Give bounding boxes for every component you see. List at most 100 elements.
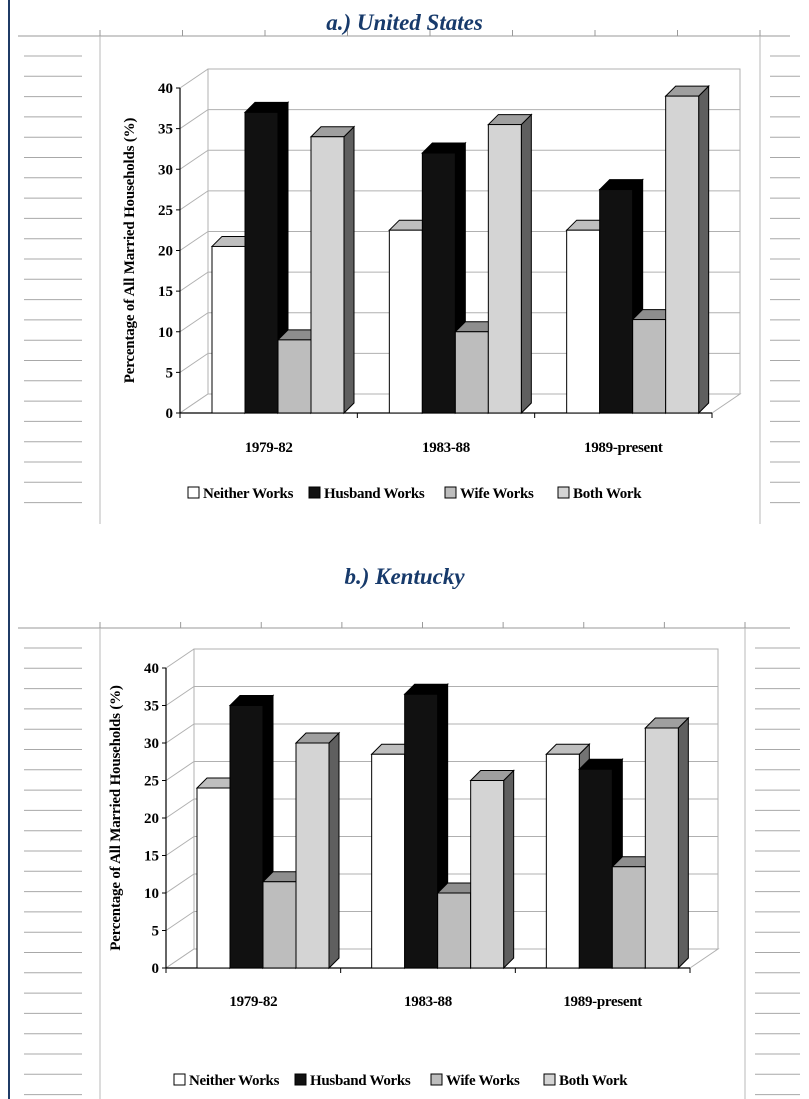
bar-front bbox=[487, 124, 522, 414]
grid-diagonal bbox=[179, 271, 209, 292]
bar bbox=[421, 141, 467, 415]
legend-item: Husband Works bbox=[308, 486, 425, 502]
grid-diagonal bbox=[179, 190, 209, 211]
legend-label: Husband Works bbox=[310, 1073, 411, 1089]
chart-panel-0: 0 5 10 15 20 25 30 35 40 1979-82 1983-88 1989-prese… bbox=[18, 30, 800, 524]
bar bbox=[644, 716, 690, 970]
grid-diagonal bbox=[165, 911, 195, 931]
y-tick-label: 20 bbox=[144, 811, 159, 827]
legend-label: Both Work bbox=[559, 1073, 628, 1089]
legend-label: Wife Works bbox=[460, 486, 534, 502]
bar bbox=[403, 683, 449, 970]
grid-diagonal bbox=[179, 149, 209, 170]
grid-diagonal bbox=[165, 873, 195, 894]
grid-diagonal bbox=[179, 231, 209, 251]
bar-front bbox=[545, 753, 580, 969]
bar-side bbox=[343, 125, 355, 415]
x-category-label: 1983-88 bbox=[422, 440, 470, 456]
bar-front bbox=[632, 319, 667, 414]
legend-item: Wife Works bbox=[430, 1073, 520, 1089]
bar-side bbox=[677, 716, 689, 970]
grid-diagonal bbox=[179, 352, 209, 373]
bar-front bbox=[470, 780, 505, 969]
bar-front bbox=[665, 95, 700, 414]
y-axis-label: Percentage of All Married Households (%) bbox=[122, 118, 138, 384]
bar-side bbox=[698, 84, 710, 415]
bar-front bbox=[404, 693, 439, 969]
chart-title-us: a.) United States bbox=[326, 10, 483, 35]
y-tick-label: 35 bbox=[158, 122, 173, 138]
legend-label: Neither Works bbox=[189, 1073, 280, 1089]
legend-swatch bbox=[308, 486, 321, 499]
bar-front bbox=[454, 331, 489, 414]
grid-diagonal bbox=[165, 761, 195, 781]
grid-diagonal bbox=[165, 723, 195, 744]
y-tick-label: 30 bbox=[158, 162, 173, 178]
bar-front bbox=[611, 866, 646, 969]
grid-diagonal bbox=[165, 836, 195, 856]
bar-front bbox=[229, 705, 264, 969]
x-category-label: 1983-88 bbox=[404, 994, 452, 1010]
x-category-label: 1989-present bbox=[563, 994, 642, 1010]
y-tick-label: 0 bbox=[152, 961, 160, 977]
bar-front bbox=[295, 742, 330, 969]
bar-front bbox=[310, 136, 345, 414]
chart-panel-1: 0 5 10 15 20 25 30 35 40 1979-82 1983-88 1989-prese… bbox=[18, 622, 800, 1099]
legend-label: Wife Works bbox=[446, 1073, 520, 1089]
legend-item: Husband Works bbox=[294, 1073, 411, 1089]
bar bbox=[294, 731, 341, 970]
legend-swatch bbox=[187, 486, 200, 499]
bar-front bbox=[421, 152, 456, 414]
y-tick-label: 30 bbox=[144, 736, 159, 752]
legend-item: Wife Works bbox=[444, 486, 534, 502]
y-tick-label: 15 bbox=[158, 284, 173, 300]
bar bbox=[309, 125, 356, 415]
bar-side bbox=[503, 769, 515, 970]
grid-diagonal bbox=[165, 648, 195, 669]
bar-side bbox=[328, 731, 340, 970]
grid-diagonal bbox=[179, 312, 209, 333]
bar bbox=[487, 113, 533, 415]
legend-swatch bbox=[173, 1073, 186, 1086]
bar-side bbox=[520, 113, 532, 415]
bar-front bbox=[437, 892, 472, 969]
legend-label: Both Work bbox=[573, 486, 642, 502]
bar-front bbox=[599, 189, 634, 414]
bar-front bbox=[244, 111, 279, 414]
grid-diagonal bbox=[165, 798, 195, 819]
legend-item: Both Work bbox=[543, 1073, 629, 1089]
y-tick-label: 35 bbox=[144, 699, 159, 715]
legend: Neither Works Husband Works Wife Works Both… bbox=[187, 486, 643, 502]
bar-front bbox=[644, 727, 679, 969]
legend-swatch bbox=[557, 486, 570, 499]
legend-label: Neither Works bbox=[203, 486, 294, 502]
bar-front bbox=[578, 768, 613, 969]
legend: Neither Works Husband Works Wife Works Both… bbox=[173, 1073, 629, 1089]
y-tick-label: 5 bbox=[152, 924, 160, 940]
left-border-rule bbox=[8, 0, 10, 1099]
bar-front bbox=[566, 229, 601, 414]
y-tick-label: 40 bbox=[158, 81, 173, 97]
y-tick-label: 15 bbox=[144, 849, 159, 865]
grid-diagonal bbox=[179, 68, 209, 89]
grid-diagonal bbox=[179, 109, 209, 130]
bar bbox=[664, 84, 710, 415]
chart-title-ky: b.) Kentucky bbox=[344, 564, 465, 589]
bar bbox=[469, 769, 515, 970]
y-tick-label: 25 bbox=[158, 203, 173, 219]
bar-front bbox=[388, 229, 423, 414]
y-tick-label: 5 bbox=[166, 365, 174, 381]
x-category-label: 1979-82 bbox=[229, 994, 277, 1010]
legend-item: Both Work bbox=[557, 486, 643, 502]
y-tick-label: 0 bbox=[166, 406, 174, 422]
bar bbox=[243, 101, 290, 415]
bar-front bbox=[262, 881, 297, 969]
y-tick-label: 25 bbox=[144, 774, 159, 790]
y-tick-label: 40 bbox=[144, 661, 159, 677]
bar-front bbox=[196, 787, 231, 969]
x-category-label: 1989-present bbox=[584, 440, 663, 456]
legend-item: Neither Works bbox=[173, 1073, 280, 1089]
grid-diagonal bbox=[165, 686, 195, 706]
